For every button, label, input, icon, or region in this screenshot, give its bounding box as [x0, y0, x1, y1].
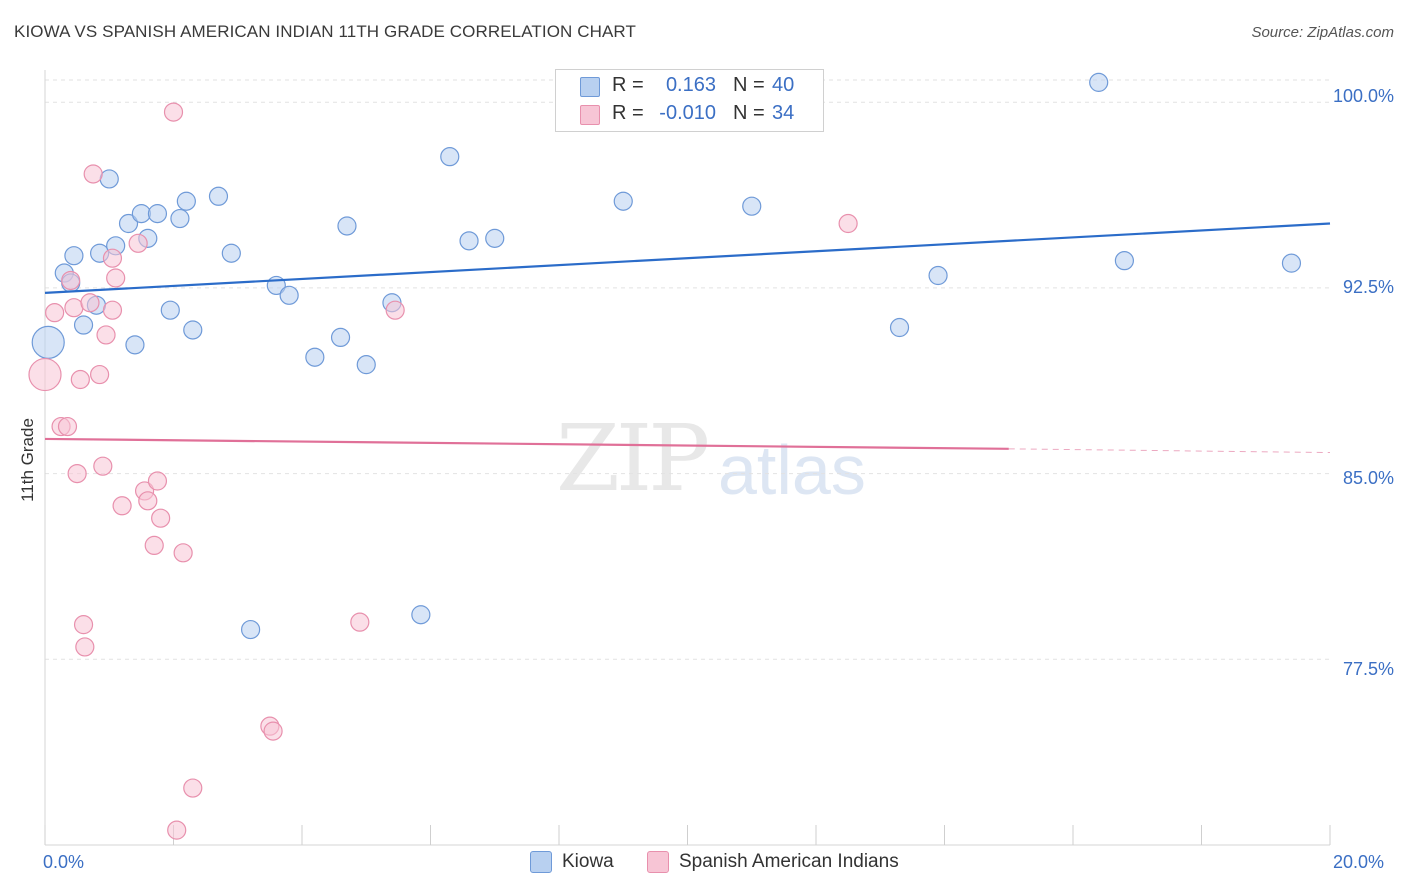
spanish-point: [138, 491, 158, 511]
kiowa-point: [613, 191, 633, 211]
legend-label: Kiowa: [562, 851, 614, 872]
n-value: 34: [772, 102, 795, 124]
y-tick-label: 85.0%: [1342, 468, 1394, 488]
spanish-point: [163, 102, 184, 122]
kiowa-point: [160, 300, 180, 320]
spanish-point: [28, 357, 62, 392]
legend-label: Spanish American Indians: [679, 851, 899, 872]
spanish-trend-extension: [1008, 448, 1331, 454]
r-value: -0.010: [659, 102, 716, 124]
kiowa-point: [356, 355, 376, 375]
kiowa-point: [440, 147, 460, 167]
spanish-point: [151, 508, 171, 528]
y-tick-label: 77.5%: [1342, 659, 1394, 679]
kiowa-point: [118, 213, 139, 234]
kiowa-point: [125, 335, 145, 355]
spanish-trend-line: [44, 437, 1009, 450]
kiowa-point: [1281, 253, 1302, 273]
spanish-point: [167, 820, 187, 840]
spanish-point: [128, 233, 148, 253]
x-tick-label: 20.0%: [1333, 852, 1385, 872]
spanish-point: [75, 637, 95, 657]
kiowa-point: [279, 285, 299, 305]
kiowa-point: [337, 216, 357, 236]
stats-legend: R = 0.163 N = 40 R = -0.010 N = 34: [555, 69, 824, 132]
spanish-swatch: [580, 105, 600, 125]
spanish-point: [102, 300, 123, 320]
y-tick-label: 100.0%: [1332, 86, 1394, 106]
kiowa-point: [147, 204, 168, 224]
kiowa-point: [742, 196, 762, 216]
spanish-point: [147, 471, 168, 491]
spanish-point: [183, 778, 203, 798]
watermark-atlas: atlas: [718, 431, 866, 509]
watermark-zip: ZIP: [556, 405, 710, 512]
chart-title: KIOWA VS SPANISH AMERICAN INDIAN 11TH GR…: [14, 22, 636, 41]
kiowa-point: [305, 347, 325, 367]
spanish-point: [64, 298, 84, 318]
y-tick-label: 92.5%: [1342, 277, 1394, 297]
spanish-point: [173, 543, 193, 563]
y-axis-label: 11th Grade: [18, 418, 37, 502]
spanish-point: [93, 456, 113, 476]
kiowa-trend-line: [44, 222, 1331, 294]
kiowa-point: [170, 208, 190, 229]
spanish-point: [263, 721, 283, 741]
source-label: Source: ZipAtlas.com: [1251, 24, 1394, 41]
spanish-point: [112, 496, 132, 516]
kiowa-swatch: [530, 851, 552, 873]
n-value: 40: [772, 74, 795, 96]
kiowa-point: [31, 325, 65, 359]
kiowa-point: [99, 169, 119, 189]
spanish-point: [80, 293, 100, 313]
spanish-point: [83, 164, 103, 184]
spanish-point: [90, 364, 110, 385]
spanish-point: [96, 325, 116, 345]
legend-row-spanish: R = -0.010 N = 34: [556, 100, 823, 128]
n-label: N =: [733, 74, 765, 96]
legend-row-kiowa: R = 0.163 N = 40: [556, 72, 823, 100]
kiowa-point: [330, 327, 351, 348]
r-label: R =: [612, 74, 644, 96]
kiowa-point: [928, 265, 948, 286]
spanish-point: [102, 248, 123, 268]
spanish-point: [144, 535, 164, 555]
spanish-point: [350, 612, 370, 632]
spanish-swatch: [647, 851, 669, 873]
kiowa-point: [411, 605, 431, 625]
spanish-point: [106, 268, 126, 288]
kiowa-point: [73, 315, 94, 335]
spanish-point: [70, 369, 90, 390]
kiowa-point: [241, 619, 261, 640]
spanish-point: [57, 416, 78, 437]
kiowa-point: [1089, 72, 1109, 92]
spanish-point: [45, 303, 65, 323]
spanish-point: [61, 270, 81, 291]
n-label: N =: [733, 102, 765, 124]
kiowa-point: [183, 320, 203, 340]
r-label: R =: [612, 102, 644, 124]
kiowa-point: [1114, 251, 1135, 271]
spanish-point: [67, 463, 87, 484]
kiowa-point: [131, 204, 151, 224]
spanish-point: [73, 615, 94, 635]
legend-item-kiowa: Kiowa: [530, 851, 614, 873]
kiowa-point: [485, 228, 505, 248]
series-legend: Kiowa Spanish American Indians: [0, 851, 1406, 879]
kiowa-point: [459, 231, 479, 251]
kiowa-point: [176, 191, 196, 211]
spanish-point: [838, 213, 858, 234]
kiowa-swatch: [580, 77, 600, 97]
kiowa-point: [208, 186, 229, 206]
kiowa-point: [221, 243, 241, 263]
x-tick-label: 0.0%: [43, 852, 85, 872]
legend-item-spanish: Spanish American Indians: [647, 851, 899, 873]
kiowa-point: [64, 246, 84, 266]
r-value: 0.163: [665, 74, 716, 96]
spanish-point: [385, 300, 405, 320]
kiowa-point: [889, 317, 910, 338]
